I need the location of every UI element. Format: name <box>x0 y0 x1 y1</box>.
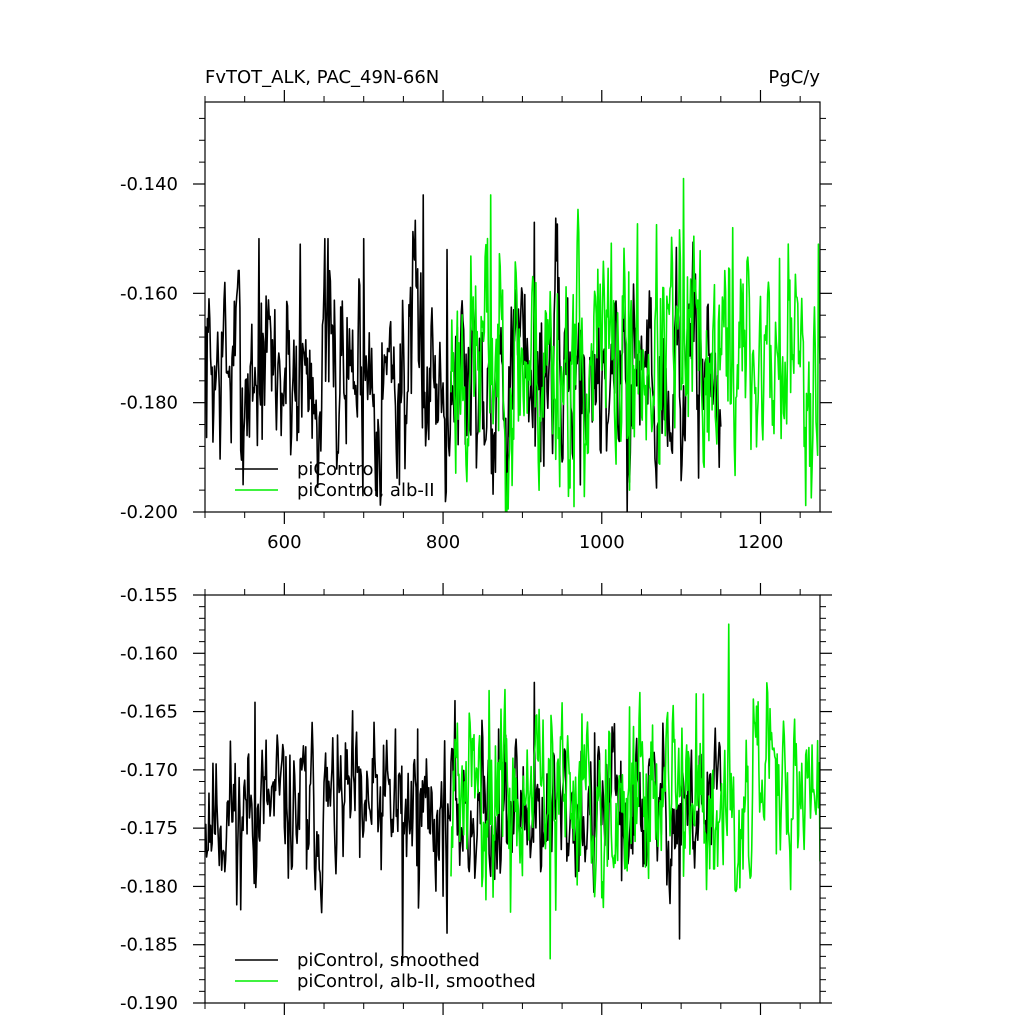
y-tick-label: -0.180 <box>120 876 178 897</box>
legend-label-2: piControl, alb-II <box>297 480 435 501</box>
x-tick-label: 1000 <box>579 532 625 553</box>
y-tick-label: -0.170 <box>120 760 178 781</box>
y-tick-label: -0.175 <box>120 818 178 839</box>
top-panel-title: FvTOT_ALK, PAC_49N-66N <box>205 67 439 88</box>
series-group <box>205 623 820 963</box>
y-tick-label: -0.155 <box>120 585 178 606</box>
top-panel-units: PgC/y <box>768 67 820 88</box>
x-tick-label: 800 <box>426 532 460 553</box>
plot-frame <box>204 594 821 1004</box>
legend-label-1: piControl <box>297 459 379 480</box>
series-line-2 <box>450 177 820 512</box>
legend-label-2: piControl, alb-II, smoothed <box>297 971 536 992</box>
plot-frame <box>204 101 821 513</box>
y-tick-label: -0.190 <box>120 993 178 1014</box>
y-tick-label: -0.180 <box>120 393 178 414</box>
x-tick-label: 600 <box>267 532 301 553</box>
series-group <box>205 177 820 512</box>
series-line-2 <box>450 623 820 960</box>
x-tick-label: 1200 <box>738 532 784 553</box>
y-tick-label: -0.140 <box>120 174 178 195</box>
bottom-panel: -0.155 -0.160 -0.165 -0.170 -0.175 -0.180 -0.1… <box>120 583 832 1015</box>
bottom-plot-area: -0.155 -0.160 -0.165 -0.170 -0.175 -0.180 -0.1… <box>120 583 832 1015</box>
y-tick-label: -0.160 <box>120 283 178 304</box>
y-tick-label: -0.200 <box>120 502 178 523</box>
y-tick-label: -0.160 <box>120 643 178 664</box>
top-plot-area: 600 800 1000 1200 -0.140 -0.160 -0.180 -0.200 pi… <box>120 90 832 553</box>
legend-label-1: piControl, smoothed <box>297 950 480 971</box>
top-panel: FvTOT_ALK, PAC_49N-66N PgC/y 600 800 1000 1… <box>120 67 832 553</box>
y-tick-label: -0.185 <box>120 935 178 956</box>
y-tick-label: -0.165 <box>120 702 178 723</box>
